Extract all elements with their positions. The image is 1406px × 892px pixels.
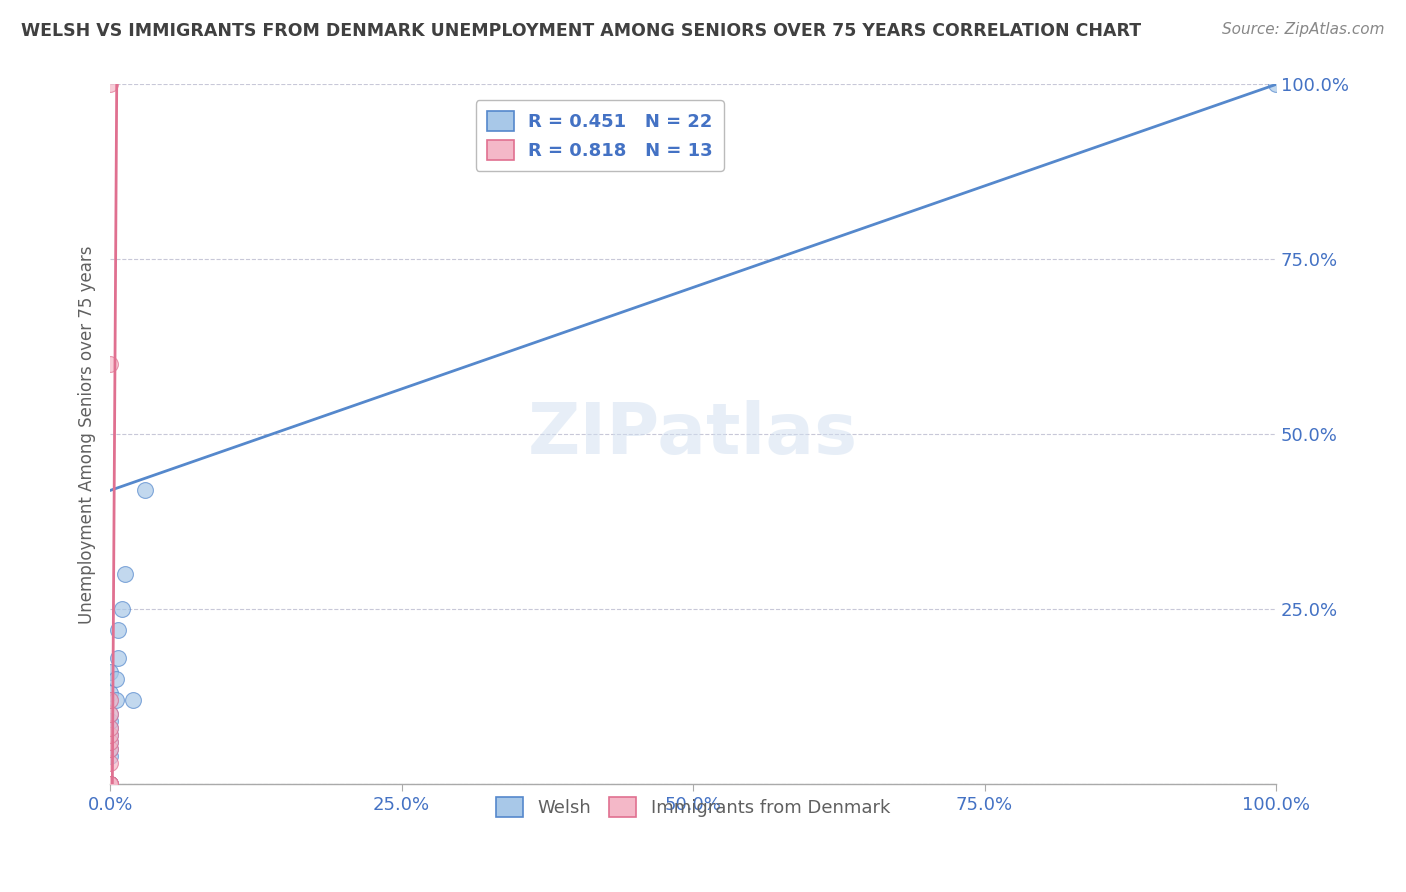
Point — [98, 714, 121, 729]
Point — [98, 722, 121, 736]
Point — [98, 78, 121, 92]
Point — [98, 686, 121, 700]
Point — [98, 777, 121, 791]
Text: Source: ZipAtlas.com: Source: ZipAtlas.com — [1222, 22, 1385, 37]
Point — [98, 742, 121, 756]
Point — [122, 693, 145, 707]
Point — [111, 602, 134, 616]
Point — [104, 693, 127, 707]
Point — [98, 722, 121, 736]
Point — [1265, 78, 1288, 92]
Point — [107, 624, 129, 638]
Point — [98, 777, 121, 791]
Point — [98, 693, 121, 707]
Point — [98, 777, 121, 791]
Point — [98, 749, 121, 764]
Point — [98, 707, 121, 722]
Point — [98, 742, 121, 756]
Point — [98, 707, 121, 722]
Text: WELSH VS IMMIGRANTS FROM DENMARK UNEMPLOYMENT AMONG SENIORS OVER 75 YEARS CORREL: WELSH VS IMMIGRANTS FROM DENMARK UNEMPLO… — [21, 22, 1142, 40]
Point — [134, 483, 156, 498]
Point — [98, 777, 121, 791]
Legend: Welsh, Immigrants from Denmark: Welsh, Immigrants from Denmark — [489, 790, 897, 824]
Text: ZIPatlas: ZIPatlas — [529, 400, 858, 469]
Point — [107, 651, 129, 665]
Point — [98, 777, 121, 791]
Point — [98, 777, 121, 791]
Point — [98, 728, 121, 742]
Y-axis label: Unemployment Among Seniors over 75 years: Unemployment Among Seniors over 75 years — [79, 245, 96, 624]
Point — [98, 777, 121, 791]
Point — [98, 693, 121, 707]
Point — [104, 673, 127, 687]
Point — [98, 735, 121, 749]
Point — [98, 665, 121, 680]
Point — [114, 567, 136, 582]
Point — [98, 735, 121, 749]
Point — [98, 728, 121, 742]
Point — [98, 756, 121, 771]
Point — [98, 358, 121, 372]
